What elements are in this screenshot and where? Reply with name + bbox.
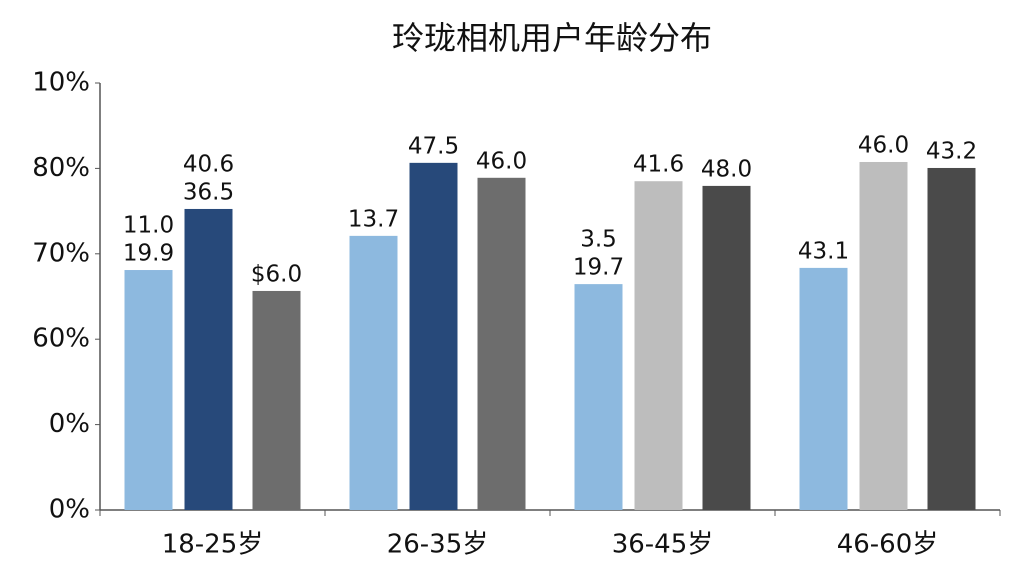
bar [574,284,623,510]
y-tick-label: 10% [32,68,90,98]
bar-annotation: 48.0 [701,156,752,182]
chart-title: 玲珑相机用户年龄分布 [392,19,712,57]
x-tick-label: 46-60岁 [837,530,939,560]
bar-annotation: 13.7 [348,206,399,232]
bar [859,161,908,510]
y-tick-label: 70% [32,238,90,268]
bar-annotation: 19.7 [573,255,624,281]
y-tick-label: 0% [49,409,90,439]
bar [409,162,458,510]
x-tick-label: 36-45岁 [612,530,714,560]
bar-annotation: 43.2 [926,138,977,164]
bar [477,177,526,510]
bar [634,181,683,510]
x-tick-label: 26-35岁 [387,530,489,560]
bar-annotation: 19.9 [123,241,174,267]
bar-annotation: 47.5 [408,133,459,159]
bar [124,270,173,510]
y-tick-label: 80% [32,153,90,183]
bar-annotation: 41.6 [633,152,684,178]
bar-annotation: 11.0 [123,213,174,239]
bar [252,290,301,510]
y-tick-label: 60% [32,324,90,354]
x-tick-label: 18-25岁 [162,530,264,560]
bar-annotation: 46.0 [476,148,527,174]
bar [702,185,751,511]
bar-annotation: 36.5 [183,179,234,205]
bar [184,208,233,510]
bar-annotation: 3.5 [580,227,617,253]
bar [799,267,848,510]
bar [927,167,976,510]
bar [349,235,398,510]
bar-annotation: 46.0 [858,132,909,158]
bar-annotation: 43.1 [798,238,849,264]
bar-annotation: 40.6 [183,151,234,177]
y-tick-label: 0% [49,495,90,525]
bar-annotation: $6.0 [251,261,302,287]
